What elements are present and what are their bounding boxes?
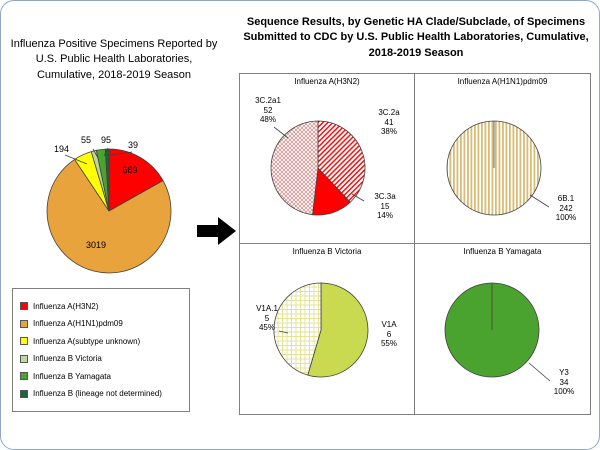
legend-swatch-subtype-unknown <box>20 337 28 346</box>
slice-label-v1a1: V1A.1 5 45% <box>244 304 290 333</box>
clade-pct: 14% <box>376 211 393 221</box>
clade-pct: 55% <box>380 339 397 349</box>
legend-swatch-b-yamagata <box>20 372 28 381</box>
legend-item-h3n2: Influenza A(H3N2) <box>20 302 182 311</box>
right-chart-title: Sequence Results, by Genetic HA Clade/Su… <box>243 16 589 59</box>
b-yamagata-pie-chart <box>444 282 540 383</box>
value-label-subtype-unknown: 194 <box>53 144 69 154</box>
legend-label-h1n1: Influenza A(H1N1)pdm09 <box>33 319 123 329</box>
h1n1-pie-chart <box>446 120 542 221</box>
legend-swatch-b-victoria <box>20 354 28 363</box>
clade-name: V1A <box>381 320 397 329</box>
clade-name: 6B.1 <box>557 194 575 203</box>
clade-pct: 38% <box>380 127 397 137</box>
value-label-b-lineage: 39 <box>128 140 139 150</box>
chart-title-h3n2: Influenza A(H3N2) <box>294 77 360 86</box>
legend-swatch-h3n2 <box>20 302 28 311</box>
clade-name: Y3 <box>559 368 569 377</box>
value-label-b-victoria: 55 <box>81 135 92 145</box>
b-victoria-pie-chart <box>273 282 369 383</box>
legend-label-b-lineage: Influenza B (lineage not determined) <box>33 389 162 399</box>
value-label-b-yamagata: 95 <box>101 135 112 145</box>
legend-label-b-yamagata: Influenza B Yamagata <box>33 371 111 381</box>
clade-pct: 48% <box>259 115 276 125</box>
clade-name: 3C.3a <box>374 192 396 201</box>
clade-name: V1A.1 <box>256 304 278 313</box>
legend-item-b-lineage: Influenza B (lineage not determined) <box>20 389 182 398</box>
chart-title-b-victoria: Influenza B Victoria <box>292 247 362 256</box>
influenza-positive-pie-chart <box>46 148 172 279</box>
legend-item-subtype-unknown: Influenza A(subtype unknown) <box>20 337 182 346</box>
slice-label-3c2a: 3C.2a 41 38% <box>366 108 412 137</box>
legend-label-h3n2: Influenza A(H3N2) <box>33 301 99 311</box>
legend: Influenza A(H3N2) Influenza A(H1N1)pdm09… <box>12 288 190 412</box>
clade-count: 6 <box>386 329 392 339</box>
slice-label-6b1: 6B.1 242 100% <box>543 194 589 223</box>
clade-count: 242 <box>559 203 573 213</box>
value-label-h1n1: 3019 <box>85 240 107 250</box>
left-chart-title: Influenza Positive Specimens Reported by… <box>10 38 218 81</box>
legend-item-b-yamagata: Influenza B Yamagata <box>20 372 182 381</box>
legend-item-h1n1: Influenza A(H1N1)pdm09 <box>20 319 182 328</box>
panel-h3n2: Influenza A(H3N2) 3C.2a1 52 48% 3C.2a 41… <box>240 74 415 244</box>
clade-pct: 45% <box>258 323 275 333</box>
clade-pct: 100% <box>553 387 575 397</box>
slice-label-y3: Y3 34 100% <box>543 368 585 397</box>
clade-name: 3C.2a1 <box>255 96 281 105</box>
panel-h1n1: Influenza A(H1N1)pdm09 6B.1 242 100% <box>415 74 590 244</box>
slice-label-3c3a: 3C.3a 15 14% <box>362 192 408 221</box>
panel-b-yamagata: Influenza B Yamagata Y3 34 100% <box>415 244 590 414</box>
legend-swatch-b-lineage <box>20 389 28 398</box>
clade-name: 3C.2a <box>378 108 400 117</box>
clade-count: 5 <box>264 313 270 323</box>
legend-label-subtype-unknown: Influenza A(subtype unknown) <box>33 336 141 346</box>
clade-count: 15 <box>380 201 390 211</box>
clade-count: 52 <box>263 105 273 115</box>
panel-b-victoria: Influenza B Victoria V1A.1 5 45% V1A 6 5… <box>240 244 415 414</box>
value-label-h3n2: 689 <box>122 165 138 175</box>
legend-swatch-h1n1 <box>20 319 28 328</box>
chart-title-b-yamagata: Influenza B Yamagata <box>463 247 542 256</box>
arrow-icon <box>197 217 236 245</box>
clade-count: 41 <box>384 117 394 127</box>
legend-item-b-victoria: Influenza B Victoria <box>20 354 182 363</box>
clade-pct: 100% <box>555 213 577 223</box>
legend-label-b-victoria: Influenza B Victoria <box>33 354 102 364</box>
h3n2-pie-chart <box>270 120 366 221</box>
clade-count: 34 <box>559 377 569 387</box>
sequence-results-panel: Influenza A(H3N2) 3C.2a1 52 48% 3C.2a 41… <box>239 73 591 415</box>
slice-label-3c2a1: 3C.2a1 52 48% <box>245 96 291 125</box>
slice-label-v1a: V1A 6 55% <box>366 320 412 349</box>
chart-title-h1n1: Influenza A(H1N1)pdm09 <box>457 77 548 86</box>
